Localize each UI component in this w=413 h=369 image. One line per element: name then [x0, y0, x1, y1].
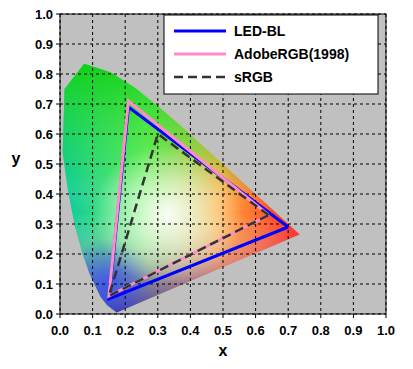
- y-tick-label: 0.5: [35, 157, 53, 172]
- legend-swatch: [174, 53, 226, 56]
- x-tick-label: 0.6: [247, 323, 265, 338]
- y-tick: [56, 194, 60, 195]
- x-tick-label: 0.0: [51, 323, 69, 338]
- y-tick: [56, 44, 60, 45]
- gamut-lines: [109, 101, 288, 299]
- y-grid-line: [60, 224, 386, 225]
- y-tick: [56, 164, 60, 165]
- y-tick-label: 0.9: [35, 37, 53, 52]
- x-tick-label: 1.0: [377, 323, 395, 338]
- y-tick-label: 1.0: [35, 7, 53, 22]
- gamut-triangle: [109, 134, 269, 296]
- plot-frame: [60, 14, 386, 314]
- y-grid-line: [60, 194, 386, 195]
- x-tick: [125, 314, 126, 318]
- y-tick-label: 0.8: [35, 67, 53, 82]
- x-tick: [320, 314, 321, 318]
- y-tick-label: 0.3: [35, 217, 53, 232]
- y-grid-line: [60, 134, 386, 135]
- x-tick: [288, 314, 289, 318]
- y-tick: [56, 314, 60, 315]
- y-tick-label: 0.2: [35, 247, 53, 262]
- x-tick-label: 0.9: [344, 323, 362, 338]
- x-tick-label: 0.3: [149, 323, 167, 338]
- legend: LED-BL AdobeRGB(1998) sRGB: [164, 15, 378, 94]
- y-tick-label: 0.0: [35, 307, 53, 322]
- x-tick-label: 0.5: [214, 323, 232, 338]
- legend-swatch: [174, 30, 226, 33]
- x-tick: [60, 314, 61, 318]
- y-tick-label: 0.4: [35, 187, 54, 202]
- legend-box: [164, 15, 378, 94]
- y-grid-line: [60, 164, 386, 165]
- y-tick: [56, 284, 60, 285]
- x-tick-label: 0.4: [181, 323, 200, 338]
- x-tick-label: 0.8: [312, 323, 330, 338]
- x-tick: [223, 314, 224, 318]
- x-tick: [157, 314, 158, 318]
- x-tick-label: 0.7: [279, 323, 297, 338]
- y-tick: [56, 104, 60, 105]
- legend-swatch: [174, 76, 226, 79]
- x-tick: [255, 314, 256, 318]
- y-grid-line: [60, 104, 386, 105]
- x-tick: [353, 314, 354, 318]
- x-tick: [92, 314, 93, 318]
- plot-area: [60, 59, 305, 314]
- y-tick: [56, 134, 60, 135]
- y-tick: [56, 74, 60, 75]
- x-axis-title: x: [219, 342, 228, 359]
- legend-label: LED-BL: [234, 23, 286, 39]
- y-tick: [56, 254, 60, 255]
- legend-label: AdobeRGB(1998): [234, 46, 349, 62]
- x-tick: [190, 314, 191, 318]
- gamut-triangle: [109, 107, 288, 299]
- y-axis-title: y: [12, 150, 21, 167]
- x-tick-label: 0.1: [84, 323, 102, 338]
- spectral-locus: [63, 64, 300, 313]
- y-tick: [56, 224, 60, 225]
- gamut-triangle: [109, 101, 269, 296]
- y-tick-label: 0.6: [35, 127, 53, 142]
- x-grid-line: [125, 14, 126, 314]
- chart: 0.0 0.1 0.2 0.3 0.4 0.5 0.6 0.7 0.8 0.9 1.0 0.0 0.1 0…: [0, 0, 413, 369]
- x-tick-label: 0.2: [116, 323, 134, 338]
- y-tick: [56, 14, 60, 15]
- y-tick-label: 0.7: [35, 97, 53, 112]
- area-fill-white: [93, 145, 243, 285]
- y-tick-label: 0.1: [35, 277, 53, 292]
- x-tick: [386, 314, 387, 318]
- legend-label: sRGB: [234, 69, 273, 85]
- area-fill: [60, 59, 305, 314]
